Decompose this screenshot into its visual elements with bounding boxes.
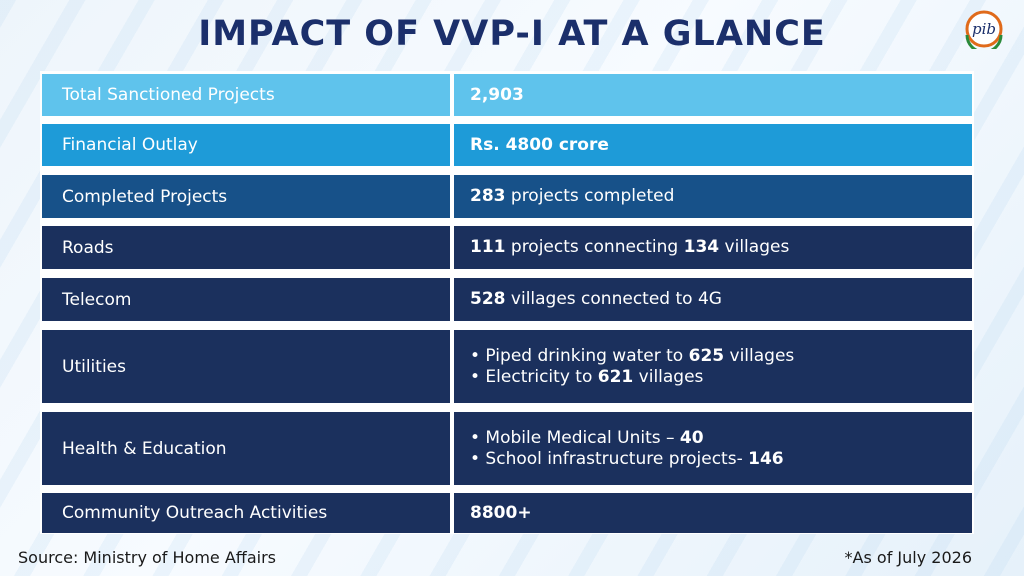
- table-row: Financial Outlay Rs. 4800 crore: [42, 124, 972, 166]
- table-row: Health & Education • Mobile Medical Unit…: [42, 412, 972, 485]
- row-label: Utilities: [42, 330, 450, 403]
- row-label: Community Outreach Activities: [42, 493, 450, 533]
- row-value: • Mobile Medical Units – 40 • School inf…: [454, 412, 972, 485]
- row-label: Total Sanctioned Projects: [42, 74, 450, 116]
- row-label: Telecom: [42, 278, 450, 321]
- date-note: *As of July 2026: [844, 548, 972, 567]
- row-value: • Piped drinking water to 625 villages •…: [454, 330, 972, 403]
- row-label: Financial Outlay: [42, 124, 450, 166]
- bullet-item: • Mobile Medical Units – 40: [470, 427, 704, 448]
- impact-table: Total Sanctioned Projects 2,903 Financia…: [40, 71, 974, 534]
- table-row: Total Sanctioned Projects 2,903: [42, 74, 972, 116]
- logo-text: pib: [972, 20, 996, 38]
- row-value: 2,903: [454, 74, 972, 116]
- row-label: Health & Education: [42, 412, 450, 485]
- table-row: Completed Projects 283 projects complete…: [42, 175, 972, 218]
- row-value: 111 projects connecting 134 villages: [454, 226, 972, 269]
- bullet-item: • Electricity to 621 villages: [470, 366, 704, 387]
- bullet-item: • Piped drinking water to 625 villages: [470, 345, 795, 366]
- table-row: Telecom 528 villages connected to 4G: [42, 278, 972, 321]
- row-value: 528 villages connected to 4G: [454, 278, 972, 321]
- row-value: 283 projects completed: [454, 175, 972, 218]
- table-row: Utilities • Piped drinking water to 625 …: [42, 330, 972, 403]
- row-label: Roads: [42, 226, 450, 269]
- page-title: IMPACT OF VVP-I AT A GLANCE: [198, 14, 826, 54]
- source-note: Source: Ministry of Home Affairs: [18, 548, 276, 567]
- row-value: 8800+: [454, 493, 972, 533]
- table-row: Roads 111 projects connecting 134 villag…: [42, 226, 972, 269]
- pib-logo-icon: pib: [965, 10, 1003, 49]
- row-value: Rs. 4800 crore: [454, 124, 972, 166]
- table-row: Community Outreach Activities 8800+: [42, 493, 972, 533]
- row-label: Completed Projects: [42, 175, 450, 218]
- bullet-item: • School infrastructure projects- 146: [470, 448, 784, 469]
